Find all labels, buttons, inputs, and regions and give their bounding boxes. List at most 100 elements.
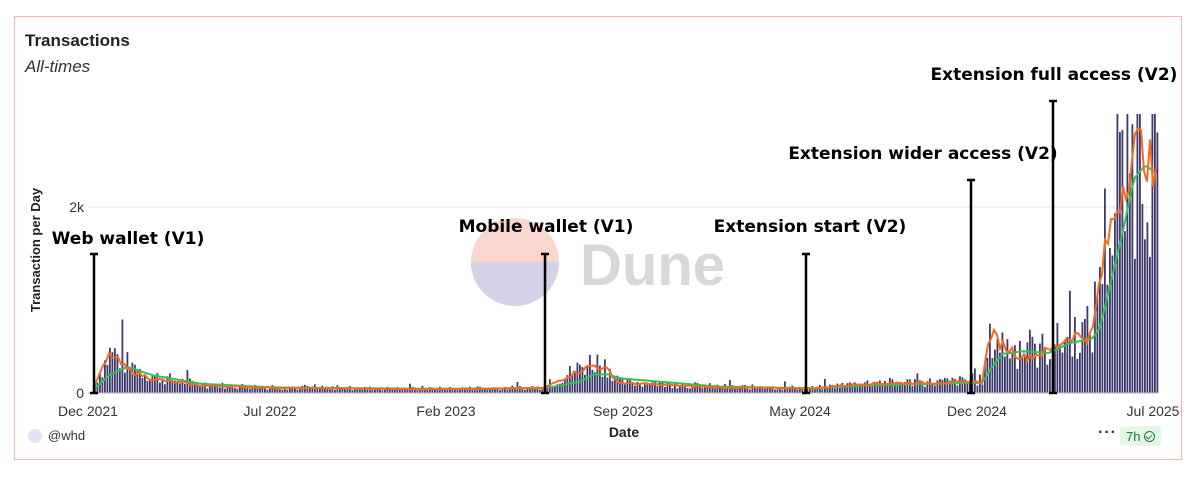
bar xyxy=(226,384,229,393)
bar xyxy=(851,386,854,393)
bar xyxy=(1006,339,1009,393)
bar xyxy=(194,383,196,393)
bar xyxy=(1144,239,1146,393)
bar xyxy=(634,385,636,393)
bar xyxy=(166,376,169,393)
bar xyxy=(296,389,299,393)
bar xyxy=(749,389,751,393)
refresh-status-badge[interactable]: 7h xyxy=(1120,426,1162,446)
bar xyxy=(896,381,899,393)
bar xyxy=(451,388,454,393)
bar xyxy=(686,387,689,393)
bar xyxy=(506,389,509,393)
annotation-label: Extension start (V2) xyxy=(714,217,907,237)
bar xyxy=(604,359,606,393)
author-info[interactable]: @whd xyxy=(28,428,85,443)
bar xyxy=(386,386,389,393)
bar xyxy=(149,378,151,393)
bar xyxy=(241,384,244,393)
more-options-button[interactable]: ··· xyxy=(1098,424,1117,441)
bar xyxy=(714,385,716,393)
bar xyxy=(924,386,926,393)
bar xyxy=(1019,340,1021,393)
bar xyxy=(381,390,384,393)
bar xyxy=(1086,305,1089,393)
bar xyxy=(1034,343,1036,393)
bar xyxy=(1121,130,1124,394)
bar xyxy=(929,378,931,393)
bar xyxy=(1101,284,1104,393)
bar xyxy=(636,382,639,393)
bar xyxy=(1041,333,1044,393)
bar xyxy=(399,388,401,393)
bar xyxy=(914,379,916,393)
bar xyxy=(734,387,736,393)
bar xyxy=(816,386,819,393)
bar xyxy=(829,384,831,393)
bar xyxy=(1014,345,1016,393)
annotation-label: Extension full access (V2) xyxy=(931,65,1178,85)
bar xyxy=(246,387,249,393)
annotation: Extension wider access (V2) xyxy=(788,144,1058,395)
bar xyxy=(754,387,756,393)
bar xyxy=(826,387,829,393)
bar xyxy=(404,387,406,393)
bar xyxy=(701,388,704,393)
bar xyxy=(434,389,436,393)
bar xyxy=(1069,290,1071,393)
watermark-half xyxy=(471,262,559,306)
bar xyxy=(649,384,651,393)
bar xyxy=(879,380,881,393)
bar xyxy=(1036,367,1039,393)
bar xyxy=(124,372,126,393)
author-name: @whd xyxy=(48,428,86,443)
bar xyxy=(769,388,771,393)
bar xyxy=(104,360,106,393)
bar xyxy=(721,387,724,393)
bar xyxy=(464,388,466,393)
avatar xyxy=(28,428,42,443)
bar xyxy=(1129,173,1131,393)
annotation: Extension start (V2) xyxy=(714,217,907,395)
bar xyxy=(661,381,664,393)
bar xyxy=(1146,222,1149,393)
bar xyxy=(639,384,641,393)
bar xyxy=(626,378,629,393)
bar xyxy=(1096,297,1099,393)
bar xyxy=(824,379,826,393)
bar xyxy=(921,385,924,393)
bar xyxy=(611,380,614,393)
bar xyxy=(306,385,309,393)
bar xyxy=(536,386,539,393)
bar xyxy=(1136,114,1139,393)
bar xyxy=(1021,355,1024,393)
bar xyxy=(169,373,171,393)
bar xyxy=(674,381,676,393)
bar xyxy=(401,389,404,393)
bar xyxy=(1099,267,1101,393)
bar xyxy=(744,385,746,393)
bar xyxy=(274,386,276,393)
bar xyxy=(514,389,516,393)
bar xyxy=(1081,322,1084,393)
x-axis-label: Date xyxy=(609,424,640,440)
bar xyxy=(1134,258,1136,393)
bar xyxy=(621,377,624,393)
annotation-label: Mobile wallet (V1) xyxy=(459,217,634,237)
bar xyxy=(281,389,284,393)
bar xyxy=(684,386,686,393)
bar xyxy=(1084,318,1086,393)
bar xyxy=(911,386,914,393)
bar xyxy=(279,389,281,393)
bar xyxy=(716,384,719,393)
bar xyxy=(671,388,674,393)
bar xyxy=(654,381,656,393)
bar xyxy=(919,380,921,393)
bar xyxy=(791,385,794,393)
bar xyxy=(599,365,601,393)
bar xyxy=(316,387,319,393)
bar xyxy=(1009,358,1011,393)
bar xyxy=(251,388,254,393)
bar xyxy=(219,387,221,393)
bar xyxy=(146,380,149,393)
